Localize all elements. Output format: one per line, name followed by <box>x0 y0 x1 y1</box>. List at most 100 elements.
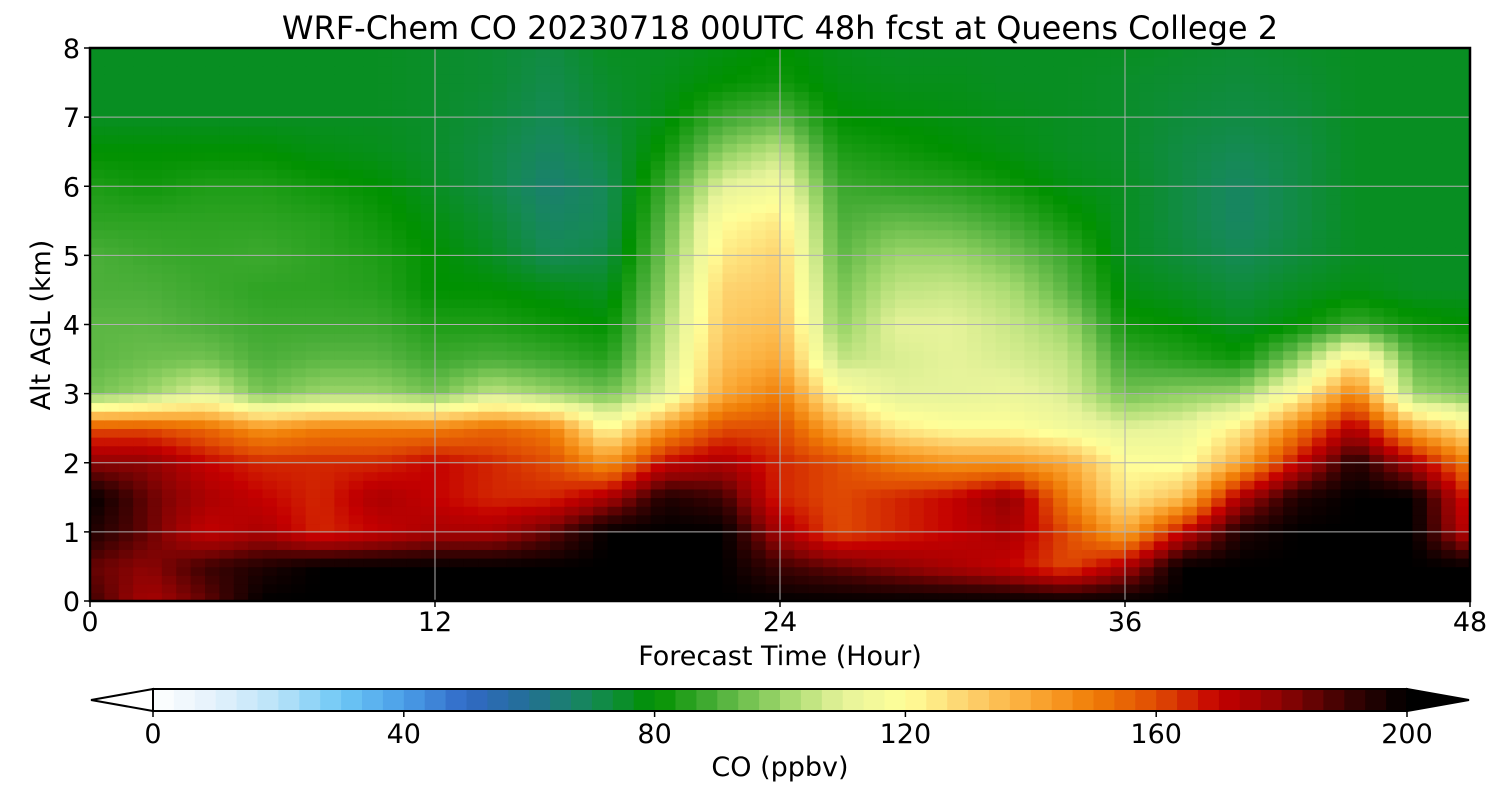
heatmap-cell <box>233 289 249 300</box>
heatmap-cell <box>780 307 796 317</box>
heatmap-cell <box>851 592 868 601</box>
heatmap-cell <box>1398 359 1414 369</box>
heatmap-cell <box>334 384 350 395</box>
heatmap-cell <box>650 505 666 516</box>
heatmap-cell <box>550 281 566 291</box>
heatmap-cell <box>506 583 523 594</box>
heatmap-cell <box>966 151 983 162</box>
heatmap-cell <box>1225 523 1241 533</box>
heatmap-cell <box>348 186 364 196</box>
heatmap-cell <box>823 281 839 291</box>
heatmap-cell <box>1311 384 1328 395</box>
heatmap-cell <box>650 436 666 447</box>
heatmap-cell <box>1067 220 1083 231</box>
heatmap-cell <box>449 367 465 378</box>
heatmap-cell <box>794 497 810 507</box>
heatmap-cell <box>406 575 422 585</box>
heatmap-cell <box>909 540 925 550</box>
heatmap-cell <box>90 505 106 516</box>
heatmap-cell <box>334 575 350 585</box>
heatmap-cell <box>1297 514 1313 525</box>
heatmap-cell <box>851 212 868 222</box>
heatmap-cell <box>1340 212 1356 222</box>
heatmap-cell <box>205 272 221 283</box>
heatmap-cell <box>966 160 983 170</box>
heatmap-cell <box>176 471 192 481</box>
heatmap-cell <box>1096 393 1112 404</box>
heatmap-cell <box>636 523 652 533</box>
heatmap-cell <box>492 333 508 343</box>
heatmap-cell <box>808 350 824 360</box>
heatmap-cell <box>938 505 954 516</box>
heatmap-cell <box>1268 350 1284 360</box>
heatmap-cell <box>851 523 868 533</box>
heatmap-cell <box>449 592 465 601</box>
heatmap-cell <box>1067 289 1083 300</box>
heatmap-cell <box>1196 566 1213 576</box>
heatmap-cell <box>736 471 753 481</box>
heatmap-cell <box>133 160 149 170</box>
heatmap-cell <box>679 160 695 170</box>
heatmap-cell <box>377 514 393 525</box>
heatmap-cell <box>1240 462 1256 473</box>
heatmap-cell <box>276 359 293 369</box>
heatmap-cell <box>334 531 350 542</box>
heatmap-cell <box>1398 488 1414 499</box>
heatmap-cell <box>478 333 494 343</box>
heatmap-cell <box>1283 194 1299 205</box>
heatmap-cell <box>621 462 638 473</box>
heatmap-cell <box>1053 566 1069 576</box>
heatmap-cell <box>564 583 580 594</box>
heatmap-cell <box>866 168 882 179</box>
heatmap-cell <box>133 462 149 473</box>
heatmap-cell <box>981 160 997 170</box>
heatmap-cell <box>1412 151 1428 162</box>
heatmap-cell <box>578 514 594 525</box>
heatmap-cell <box>276 238 293 248</box>
heatmap-cell <box>348 168 364 179</box>
heatmap-cell <box>1053 229 1069 239</box>
heatmap-cell <box>1311 393 1328 404</box>
heatmap-cell <box>765 436 781 447</box>
heatmap-cell <box>708 272 724 283</box>
heatmap-cell <box>938 238 954 248</box>
heatmap-cell <box>607 341 623 352</box>
heatmap-cell <box>147 238 163 248</box>
heatmap-cell <box>952 436 968 447</box>
heatmap-cell <box>363 203 379 213</box>
heatmap-cell <box>1268 592 1284 601</box>
heatmap-cell <box>377 160 393 170</box>
heatmap-cell <box>348 419 364 429</box>
heatmap-cell <box>909 393 925 404</box>
heatmap-cell <box>780 298 796 309</box>
heatmap-cell <box>837 514 853 525</box>
heatmap-cell <box>751 324 767 334</box>
heatmap-cell <box>1412 203 1428 213</box>
heatmap-cell <box>478 402 494 412</box>
heatmap-cell <box>90 540 106 550</box>
heatmap-cell <box>1182 497 1198 507</box>
heatmap-cell <box>205 471 221 481</box>
heatmap-cell <box>1355 168 1371 179</box>
heatmap-cell <box>190 471 206 481</box>
heatmap-cell <box>104 583 120 594</box>
heatmap-cell <box>1096 514 1112 525</box>
heatmap-cell <box>995 350 1011 360</box>
heatmap-cell <box>938 229 954 239</box>
heatmap-cell <box>693 557 709 568</box>
heatmap-cell <box>550 402 566 412</box>
heatmap-cell <box>823 203 839 213</box>
heatmap-cell <box>636 359 652 369</box>
heatmap-cell <box>938 523 954 533</box>
heatmap-cell <box>1196 272 1213 283</box>
heatmap-cell <box>104 523 120 533</box>
heatmap-cell <box>1182 359 1198 369</box>
heatmap-cell <box>1139 341 1155 352</box>
heatmap-cell <box>823 376 839 386</box>
heatmap-cell <box>1024 575 1040 585</box>
heatmap-cell <box>966 566 983 576</box>
heatmap-cell <box>593 212 609 222</box>
heatmap-cell <box>607 168 623 179</box>
heatmap-cell <box>650 281 666 291</box>
heatmap-cell <box>1182 583 1198 594</box>
